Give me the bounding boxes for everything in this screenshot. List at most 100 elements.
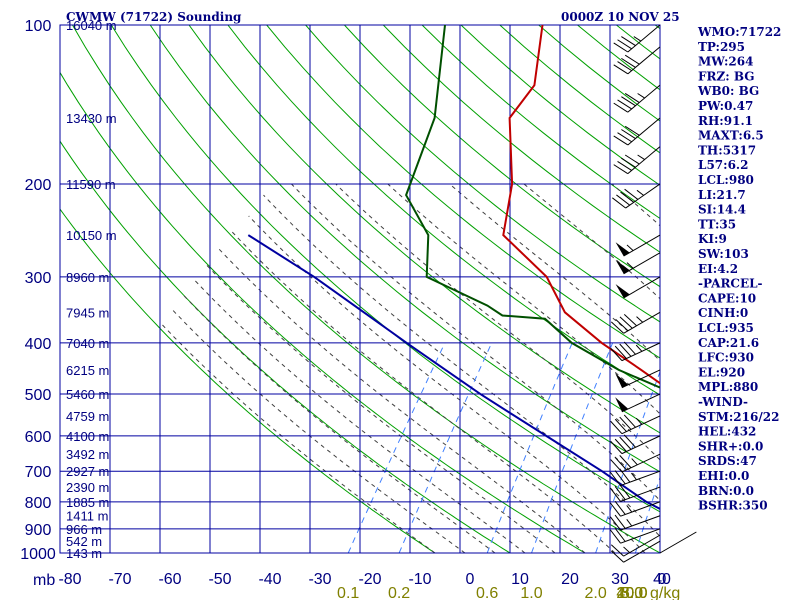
temperature-tick-label: -60 [158,571,181,588]
wind-barb-shaft [621,435,661,455]
temperature-tick-label: 20 [561,571,579,588]
wind-barb-half-flag [623,546,631,553]
wind-barb-flag [610,347,623,361]
adiabat-lines [60,25,660,554]
index-value: PW:0.47 [698,99,753,113]
wind-barb [610,540,661,563]
index-value: CAPE:10 [698,291,756,305]
wind-barb [612,183,661,209]
wind-barb-flag [616,194,630,206]
wind-barb-shaft [627,146,661,175]
wind-barb-flag [609,529,621,544]
index-value: KI:9 [698,232,727,246]
index-value: L57:6.2 [698,158,748,172]
plot-frame [59,24,661,554]
wind-barb-half-flag [635,344,643,352]
pressure-tick-label: 100 [25,18,52,35]
wind-barb-flag [617,132,632,143]
wind-barb-flag [613,164,629,175]
wind-barb-shaft [623,540,661,563]
wind-barb-flag [624,125,640,136]
wind-barb-pennant [615,284,630,298]
wind-barb [615,252,661,275]
wind-barb-flag [619,316,633,329]
moist-adiabat-line [183,294,496,554]
mixing-ratio-label: 0.6 [476,585,498,600]
wind-barb-flag [614,457,627,471]
wind-barb-flag [624,188,639,200]
wind-barb-flag [620,191,635,203]
height-label: 7945 m [66,305,109,320]
height-label: 2390 m [66,480,109,495]
mixing-ratio-line [347,342,446,554]
wind-barb-shaft [623,234,661,257]
wind-barb [610,534,661,557]
wind-barb-half-flag [626,244,634,251]
index-value: TT:35 [698,217,736,231]
temperature-tick-label: -20 [358,571,381,588]
wind-barb-half-flag [635,417,643,425]
index-value: MAXT:6.5 [698,129,764,143]
wind-barb [613,24,661,53]
wind-barb-flag [609,502,621,517]
wind-barb-shaft [627,117,661,146]
wind-barb-flag [624,54,640,65]
height-label: 966 m [66,522,102,537]
moist-adiabat-line [171,308,466,554]
wind-barb-shaft [621,415,661,435]
wind-barb-flag [621,57,636,68]
dewpoint-profile-line [405,25,660,389]
height-label: 5460 m [66,387,109,402]
wind-barb-half-flag [631,472,637,481]
wind-barb-flag [614,345,627,359]
dry-adiabat-line [344,25,660,288]
wind-barb-flag [621,157,636,168]
wind-barb [610,414,661,435]
height-label: 1885 m [66,495,109,510]
wind-barb-flag [610,550,624,563]
wind-barb [609,500,661,517]
height-label: 13430 m [66,111,117,126]
temperature-tick-label: -30 [308,571,331,588]
wind-barb-flag [614,438,627,452]
wind-barb-flag [614,486,626,500]
moist-adiabat-line [248,215,646,554]
wind-barb-shaft [627,46,661,75]
wind-barb-flag [624,154,640,165]
index-value: CAP:21.6 [698,336,759,350]
dry-adiabat-line [149,25,660,473]
wind-barb [613,146,661,175]
pressure-tick-label: 600 [25,429,52,446]
temperature-tick-label: -80 [58,571,81,588]
wind-barbs [609,24,697,563]
wind-barb-pennant [615,397,629,412]
height-label: 4100 m [66,429,109,444]
wind-barb-shaft [621,369,661,389]
wind-barb-shaft [625,183,661,209]
temperature-tick-label: 0 [658,571,667,588]
pressure-tick-label: 900 [25,522,52,539]
wind-barb-shaft [620,515,661,531]
pressure-tick-label: 800 [25,495,52,512]
index-value: TP:295 [698,40,745,54]
pressure-unit-label: mb [33,572,55,589]
temperature-tick-label: 30 [611,571,629,588]
wind-barb-shaft [620,528,661,544]
wind-barb [610,434,661,455]
wind-barb-flag [614,514,626,529]
wind-barb-half-flag [626,505,633,513]
mixing-ratio-label: 20.0 [616,585,647,600]
wind-barb-flag [617,39,632,50]
wind-barb-flag [609,487,621,502]
wind-barb [615,234,661,257]
mixing-ratio-line [486,342,573,554]
index-value: BSHR:350 [698,499,768,513]
wind-barb-half-flag [631,458,638,466]
index-value: RH:91.1 [698,114,753,128]
wind-barb-pennant [615,242,630,257]
mixing-ratio-label: 10.0 [616,585,647,600]
temperature-tick-label: 40 [653,571,671,588]
dry-adiabat-line [382,25,660,253]
moist-adiabat-line [206,264,556,554]
